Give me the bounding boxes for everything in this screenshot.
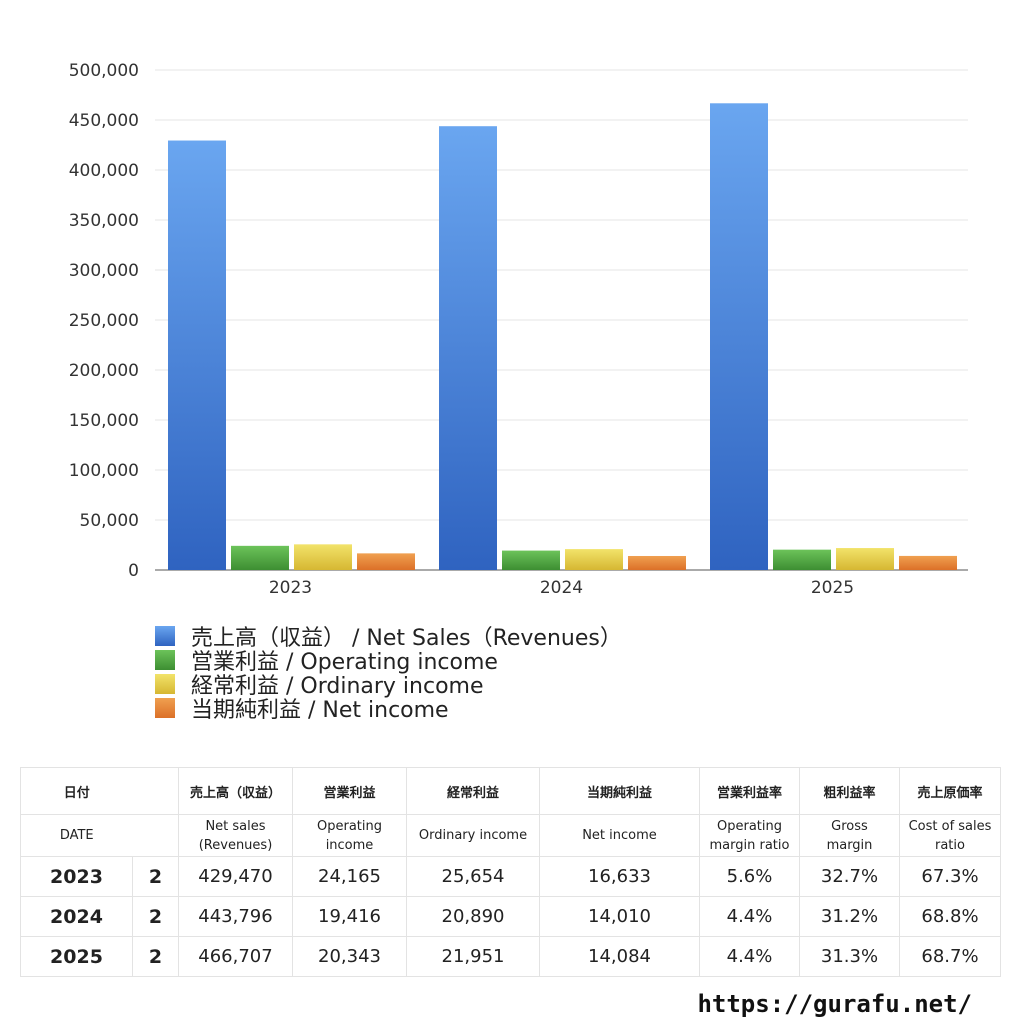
table-cell: 466,707 xyxy=(178,936,293,977)
table-cell: 429,470 xyxy=(178,856,293,897)
table-cell: 2023 xyxy=(20,856,133,897)
bar-2023-series-3 xyxy=(357,553,415,570)
table-row: 2025 2 466,707 20,343 21,951 14,084 4.4% 31.3% 6… xyxy=(20,936,1001,977)
table-cell: 2024 xyxy=(20,896,133,937)
legend: 売上高（収益） / Net Sales（Revenues） 営業利益 / Oper… xyxy=(155,624,622,723)
table-cell: 14,010 xyxy=(539,896,700,937)
table-cell: 20,890 xyxy=(406,896,540,937)
bar-2025-series-2 xyxy=(836,548,894,570)
legend-label: 売上高（収益） / Net Sales（Revenues） xyxy=(191,626,622,651)
y-tick-label: 50,000 xyxy=(80,511,139,531)
table-cell: 67.3% xyxy=(899,856,1001,897)
header-en-cell: Ordinary income xyxy=(406,814,540,857)
bar-2023-series-1 xyxy=(231,545,289,570)
y-tick-label: 0 xyxy=(128,561,139,581)
bar-2025-series-3 xyxy=(899,555,957,570)
header-jp-cell: 売上原価率 xyxy=(899,767,1001,815)
bar-2024-series-0 xyxy=(439,126,497,570)
table-cell: 2 xyxy=(132,896,179,937)
table-header-en: DATE Net sales (Revenues) Operating income Or… xyxy=(20,814,1001,857)
table-cell: 2 xyxy=(132,856,179,897)
legend-swatch xyxy=(155,698,175,718)
bar-2025-series-0 xyxy=(710,103,768,570)
header-jp-cell: 粗利益率 xyxy=(799,767,900,815)
header-en-cell: Net sales (Revenues) xyxy=(178,814,293,857)
site-url[interactable]: https://gurafu.net/ xyxy=(697,990,972,1018)
table-cell: 68.7% xyxy=(899,936,1001,977)
bar-2024-series-3 xyxy=(628,555,686,570)
header-jp-cell: 売上高（収益） xyxy=(178,767,293,815)
legend-item: 当期純利益 / Net income xyxy=(155,696,622,723)
table-cell: 20,343 xyxy=(292,936,407,977)
y-tick-label: 300,000 xyxy=(69,261,139,281)
header-en-cell: DATE xyxy=(20,814,133,857)
legend-item: 売上高（収益） / Net Sales（Revenues） xyxy=(155,624,622,651)
header-jp-cell: 日付 xyxy=(20,767,133,815)
header-en-cell: Operating margin ratio xyxy=(699,814,800,857)
header-en-cell: Cost of sales ratio xyxy=(899,814,1001,857)
y-tick-label: 250,000 xyxy=(69,311,139,331)
legend-swatch xyxy=(155,674,175,694)
legend-item: 経常利益 / Ordinary income xyxy=(155,672,622,699)
bar-2025-series-1 xyxy=(773,549,831,570)
table-header-jp: 日付 売上高（収益） 営業利益 経常利益 当期純利益 営業利益率 粗利益率 売上原価率 xyxy=(20,767,1001,815)
header-jp-cell: 経常利益 xyxy=(406,767,540,815)
table-cell: 2 xyxy=(132,936,179,977)
legend-label: 経常利益 / Ordinary income xyxy=(191,674,484,699)
table-cell: 2025 xyxy=(20,936,133,977)
header-jp-cell xyxy=(132,767,179,815)
y-tick-label: 150,000 xyxy=(69,411,139,431)
table-cell: 24,165 xyxy=(292,856,407,897)
header-en-cell: Net income xyxy=(539,814,700,857)
header-jp-cell: 営業利益率 xyxy=(699,767,800,815)
table-cell: 5.6% xyxy=(699,856,800,897)
x-tick-label: 2024 xyxy=(540,578,583,598)
x-tick-label: 2023 xyxy=(269,578,312,598)
table-cell: 14,084 xyxy=(539,936,700,977)
table-cell: 31.2% xyxy=(799,896,900,937)
header-en-cell: Operating income xyxy=(292,814,407,857)
legend-item: 営業利益 / Operating income xyxy=(155,648,622,675)
table-cell: 4.4% xyxy=(699,896,800,937)
y-tick-label: 350,000 xyxy=(69,211,139,231)
legend-label: 営業利益 / Operating income xyxy=(191,650,498,675)
y-tick-label: 500,000 xyxy=(69,61,139,81)
table-row: 2024 2 443,796 19,416 20,890 14,010 4.4% 31.2% 6… xyxy=(20,896,1001,937)
table-cell: 68.8% xyxy=(899,896,1001,937)
y-tick-label: 450,000 xyxy=(69,111,139,131)
table-cell: 4.4% xyxy=(699,936,800,977)
table-cell: 443,796 xyxy=(178,896,293,937)
bar-2024-series-2 xyxy=(565,549,623,570)
y-tick-label: 200,000 xyxy=(69,361,139,381)
table-cell: 32.7% xyxy=(799,856,900,897)
financial-table: 日付 売上高（収益） 営業利益 経常利益 当期純利益 営業利益率 粗利益率 売上原価率 DAT… xyxy=(20,767,1001,977)
bar-chart: 0 50,000 100,000 150,000 200,000 250,000 300,0… xyxy=(69,61,968,598)
bar-2023-series-2 xyxy=(294,544,352,570)
x-tick-label: 2025 xyxy=(811,578,854,598)
table-cell: 21,951 xyxy=(406,936,540,977)
table-row: 2023 2 429,470 24,165 25,654 16,633 5.6% 32.7% 6… xyxy=(20,856,1001,897)
table-cell: 16,633 xyxy=(539,856,700,897)
table-cell: 19,416 xyxy=(292,896,407,937)
y-tick-label: 100,000 xyxy=(69,461,139,481)
y-tick-label: 400,000 xyxy=(69,161,139,181)
table-cell: 31.3% xyxy=(799,936,900,977)
chart-area: 0 50,000 100,000 150,000 200,000 250,000 300,0… xyxy=(69,61,968,598)
bar-2023-series-0 xyxy=(168,140,226,570)
bar-2024-series-1 xyxy=(502,550,560,570)
legend-swatch xyxy=(155,626,175,646)
table-cell: 25,654 xyxy=(406,856,540,897)
header-jp-cell: 当期純利益 xyxy=(539,767,700,815)
header-en-cell: Gross margin xyxy=(799,814,900,857)
header-jp-cell: 営業利益 xyxy=(292,767,407,815)
legend-label: 当期純利益 / Net income xyxy=(191,698,449,723)
legend-swatch xyxy=(155,650,175,670)
header-en-cell xyxy=(132,814,179,857)
